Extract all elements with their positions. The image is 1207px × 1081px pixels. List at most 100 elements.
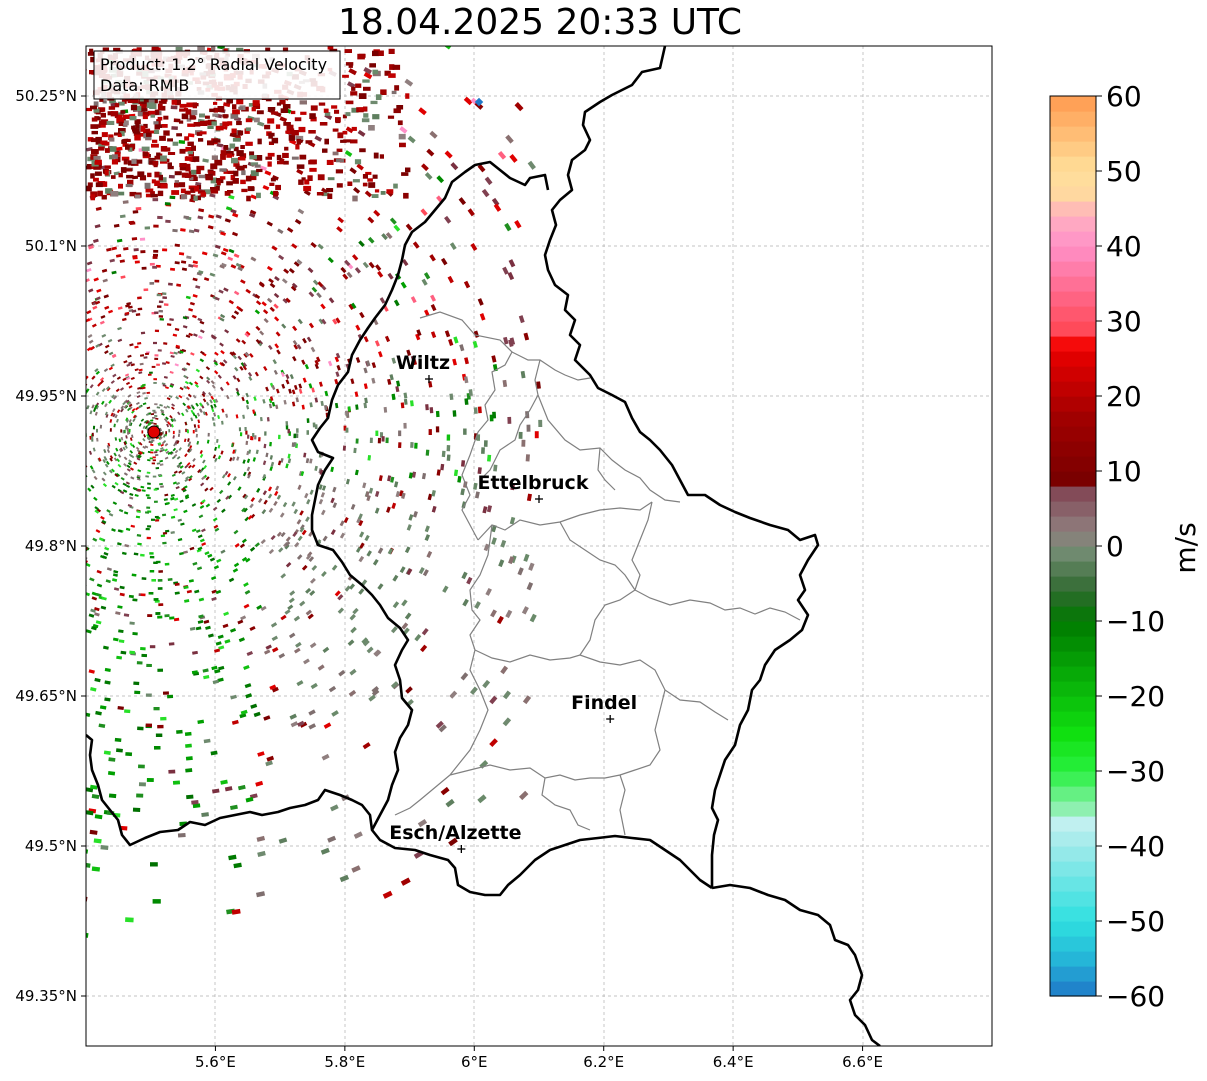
echo-pixel (52, 568, 58, 573)
echo-pixel (101, 596, 107, 601)
echo-pixel (371, 362, 377, 369)
echo-pixel (392, 601, 400, 609)
echo-pixel (24, 604, 30, 609)
colorbar-band (1050, 156, 1096, 172)
echo-pixel (363, 336, 369, 343)
echo-pixel (210, 404, 214, 409)
echo-pixel (187, 133, 195, 138)
echo-pixel (32, 285, 38, 290)
echo-pixel (191, 464, 196, 469)
echo-pixel (301, 31, 310, 38)
echo-pixel (0, 572, 1, 578)
echo-pixel (95, 343, 100, 348)
echo-pixel (123, 511, 129, 515)
echo-pixel (6, 457, 9, 462)
echo-pixel (87, 52, 95, 56)
echo-pixel (227, 121, 233, 126)
echo-pixel (109, 154, 114, 160)
echo-pixel (249, 353, 254, 358)
echo-pixel (166, 423, 170, 428)
echo-pixel (67, 231, 73, 236)
echo-pixel (245, 557, 251, 563)
echo-pixel (120, 167, 127, 173)
echo-pixel (350, 139, 358, 144)
echo-pixel (0, 663, 4, 669)
echo-pixel (350, 302, 357, 309)
echo-pixel (116, 542, 122, 546)
echo-pixel (152, 899, 161, 904)
echo-pixel (20, 169, 27, 175)
echo-pixel (197, 469, 202, 474)
echo-pixel (335, 371, 340, 378)
echo-pixel (210, 395, 215, 400)
echo-pixel (121, 98, 127, 104)
echo-pixel (249, 546, 256, 552)
echo-pixel (91, 404, 95, 409)
echo-pixel (221, 420, 224, 425)
echo-pixel (27, 433, 29, 437)
echo-pixel (377, 583, 384, 590)
echo-pixel (91, 866, 101, 872)
echo-pixel (373, 209, 381, 217)
echo-pixel (153, 249, 159, 253)
echo-pixel (327, 835, 337, 843)
echo-pixel (197, 534, 203, 539)
echo-pixel (317, 281, 324, 288)
echo-pixel (67, 465, 71, 470)
echo-pixel (298, 388, 303, 394)
echo-pixel (175, 481, 181, 486)
echo-pixel (132, 631, 138, 636)
echo-pixel (189, 546, 195, 551)
echo-pixel (90, 608, 96, 613)
echo-pixel (137, 307, 143, 311)
echo-pixel (280, 371, 285, 378)
echo-pixel (365, 3, 374, 11)
echo-pixel (232, 104, 237, 109)
echo-pixel (115, 254, 122, 258)
echo-pixel (150, 413, 155, 416)
echo-pixel (185, 385, 190, 390)
echo-pixel (30, 718, 37, 724)
colorbar-band (1050, 951, 1096, 967)
echo-pixel (201, 528, 206, 533)
echo-pixel (320, 847, 330, 855)
echo-pixel (387, 548, 394, 555)
echo-pixel (352, 179, 360, 183)
echo-pixel (4, 562, 10, 568)
echo-pixel (134, 134, 141, 141)
echo-pixel (504, 222, 512, 232)
echo-pixel (117, 605, 123, 609)
echo-pixel (129, 650, 135, 655)
echo-pixel (261, 509, 267, 515)
echo-pixel (155, 424, 159, 428)
echo-pixel (91, 432, 94, 437)
echo-pixel (127, 407, 131, 412)
echo-pixel (7, 535, 12, 541)
echo-pixel (182, 488, 187, 493)
echo-pixel (489, 695, 498, 705)
echo-pixel (308, 130, 316, 134)
echo-pixel (136, 489, 141, 492)
echo-pixel (157, 116, 163, 121)
echo-pixel (353, 447, 357, 454)
echo-pixel (201, 393, 206, 398)
echo-pixel (492, 411, 497, 419)
echo-pixel (67, 332, 72, 337)
echo-pixel (389, 64, 395, 70)
echo-pixel (134, 194, 141, 199)
echo-pixel (2, 778, 10, 784)
echo-pixel (224, 639, 231, 644)
echo-pixel (48, 413, 51, 417)
colorbar-band (1050, 651, 1096, 667)
echo-pixel (185, 14, 193, 19)
echo-pixel (118, 173, 123, 178)
echo-pixel (187, 141, 194, 146)
echo-pixel (146, 471, 151, 474)
echo-pixel (152, 139, 158, 143)
echo-pixel (217, 444, 221, 449)
echo-pixel (252, 103, 261, 109)
echo-pixel (124, 311, 130, 316)
echo-pixel (101, 387, 106, 393)
echo-pixel (174, 582, 180, 587)
echo-pixel (238, 307, 244, 313)
